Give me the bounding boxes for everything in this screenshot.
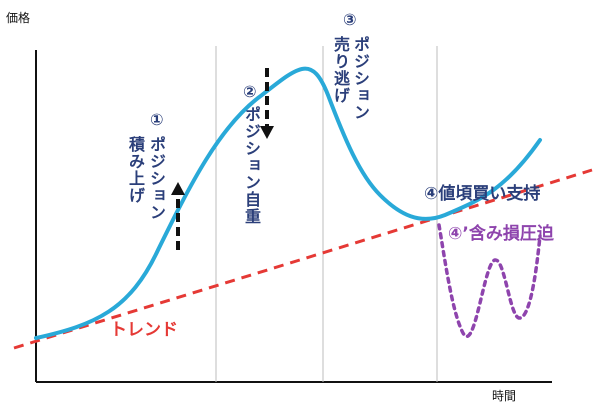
phase4b-label: ④’含み損圧迫 xyxy=(448,224,554,244)
phase2-label: ポジション自重 xyxy=(242,106,261,225)
phase4-label: ④値頃買い支持 xyxy=(424,184,541,204)
y-axis-label: 価格 xyxy=(6,11,31,25)
x-axis-label: 時間 xyxy=(492,389,517,403)
trend-label: トレンド xyxy=(110,320,178,340)
unrealized-loss-path xyxy=(437,223,542,338)
phase2-number: ② xyxy=(243,82,257,101)
phase3-label-col1: ポジション xyxy=(351,36,370,121)
phase1-number: ① xyxy=(150,110,164,129)
phase3-number: ③ xyxy=(343,10,357,29)
dashed-down-arrow-icon xyxy=(260,68,274,139)
dashed-up-arrow-icon xyxy=(171,182,185,250)
phase3-label-col2: 売り逃げ xyxy=(331,36,350,104)
price-curve xyxy=(34,66,542,340)
phase1-label-col2: 積み上げ xyxy=(126,136,145,204)
phase1-label-col1: ポジション xyxy=(147,136,166,221)
